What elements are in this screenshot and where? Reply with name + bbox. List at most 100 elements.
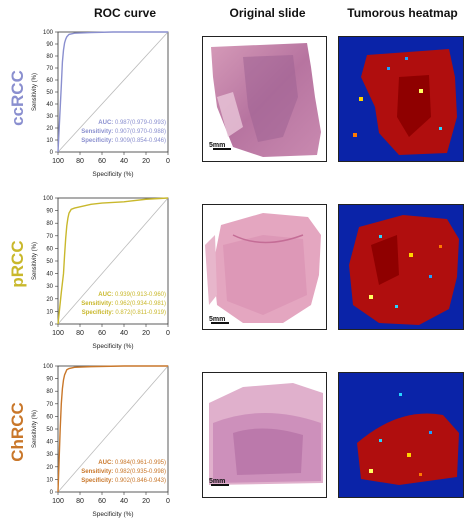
x-tick-label: 0	[166, 498, 170, 505]
y-tick-label: 100	[43, 196, 54, 202]
x-axis-label: Specificity (%)	[92, 343, 133, 350]
y-tick-label: 60	[46, 414, 53, 420]
metric-annotation: Sensitivity: 0.962(0.934-0.981)	[81, 301, 166, 307]
metric-value: 0.939(0.913-0.960)	[115, 292, 166, 298]
x-tick-label: 20	[142, 158, 150, 165]
tumor-region	[349, 215, 459, 325]
metric-label: AUC:	[98, 460, 115, 466]
metric-value: 0.962(0.934-0.981)	[115, 301, 166, 307]
y-tick-label: 30	[46, 114, 53, 120]
x-tick-label: 20	[142, 498, 150, 505]
metric-label: Sensitivity:	[81, 469, 115, 475]
y-tick-label: 80	[46, 221, 53, 227]
y-axis-label: Sensitivity (%)	[32, 242, 38, 280]
x-tick-label: 100	[52, 158, 64, 165]
x-tick-label: 100	[52, 330, 64, 337]
metric-value: 0.982(0.935-0.998)	[115, 469, 166, 475]
diagonal-reference	[57, 197, 169, 325]
row-label-ccrcc: ccRCC	[8, 70, 27, 126]
metric-value: 0.984(0.961-0.995)	[115, 460, 166, 466]
y-tick-label: 80	[46, 54, 53, 60]
heatmap-chrcc	[338, 372, 464, 498]
y-tick-label: 10	[46, 309, 53, 315]
y-tick-label: 30	[46, 452, 53, 458]
metric-annotation: Sensitivity: 0.982(0.935-0.998)	[81, 469, 166, 475]
roc-curve	[57, 365, 168, 493]
y-tick-label: 50	[46, 259, 53, 265]
y-tick-label: 100	[43, 30, 54, 36]
metric-label: Specificity:	[81, 478, 115, 484]
y-tick-label: 70	[46, 234, 53, 240]
x-tick-label: 80	[76, 498, 84, 505]
metric-annotation: Specificity: 0.909(0.854-0.946)	[81, 138, 166, 144]
metric-label: Specificity:	[81, 138, 115, 144]
y-tick-label: 80	[46, 389, 53, 395]
metric-value: 0.987(0.979-0.993)	[115, 120, 166, 126]
x-tick-label: 60	[98, 330, 106, 337]
heatmap-prcc	[338, 204, 464, 330]
heatmap-ccrcc	[338, 36, 464, 162]
y-tick-label: 40	[46, 272, 53, 278]
scale-bar-label: 5mm	[209, 478, 225, 485]
y-tick-label: 20	[46, 126, 53, 132]
metric-label: Specificity:	[82, 310, 116, 316]
scale-bar-label: 5mm	[209, 142, 225, 149]
metric-label: AUC:	[98, 292, 115, 298]
metric-annotation: AUC: 0.984(0.961-0.995)	[98, 460, 166, 466]
x-tick-label: 100	[52, 498, 64, 505]
y-tick-label: 90	[46, 377, 53, 383]
slide-chrcc: 5mm	[202, 372, 327, 498]
x-tick-label: 60	[98, 158, 106, 165]
y-tick-label: 60	[46, 78, 53, 84]
y-tick-label: 70	[46, 66, 53, 72]
y-tick-label: 90	[46, 42, 53, 48]
diagonal-reference	[57, 365, 169, 493]
y-tick-label: 20	[46, 297, 53, 303]
y-tick-label: 90	[46, 209, 53, 215]
y-tick-label: 0	[50, 490, 54, 496]
x-tick-label: 20	[142, 330, 150, 337]
y-tick-label: 70	[46, 402, 53, 408]
y-tick-label: 50	[46, 427, 53, 433]
slide-prcc: 5mm	[202, 204, 327, 330]
y-tick-label: 50	[46, 90, 53, 96]
y-tick-label: 60	[46, 246, 53, 252]
metric-value: 0.907(0.970-0.988)	[115, 129, 166, 135]
header-heatmap: Tumorous heatmap	[347, 6, 458, 20]
y-tick-label: 100	[43, 364, 54, 370]
x-tick-label: 80	[76, 158, 84, 165]
x-tick-label: 40	[120, 158, 128, 165]
header-roc: ROC curve	[93, 6, 157, 20]
metric-annotation: Sensitivity: 0.907(0.970-0.988)	[81, 129, 166, 135]
roc-curve	[57, 197, 169, 325]
y-tick-label: 30	[46, 284, 53, 290]
y-tick-label: 0	[50, 150, 54, 156]
metric-annotation: Specificity: 0.872(0.811-0.919)	[82, 310, 166, 316]
row-label-chrcc: ChRCC	[8, 402, 27, 462]
metric-label: Sensitivity:	[81, 129, 115, 135]
metric-value: 0.872(0.811-0.919)	[115, 310, 166, 316]
roc-curve	[57, 31, 168, 153]
x-tick-label: 0	[166, 330, 170, 337]
metric-annotation: AUC: 0.987(0.979-0.993)	[98, 120, 166, 126]
metric-value: 0.909(0.854-0.946)	[115, 138, 166, 144]
roc-chart-prcc: 0 10 20 30 40 50 60 70 80 90 100 100 80 60 40 20 0 Specif…	[32, 196, 170, 350]
x-axis-label: Specificity (%)	[92, 511, 133, 518]
metric-label: Sensitivity:	[81, 301, 115, 307]
y-axis-label: Sensitivity (%)	[32, 410, 38, 448]
y-tick-label: 10	[46, 138, 53, 144]
x-tick-label: 40	[120, 498, 128, 505]
scale-bar-label: 5mm	[209, 316, 225, 323]
header-slide: Original slide	[229, 6, 306, 20]
metric-annotation: AUC: 0.939(0.913-0.960)	[98, 292, 166, 298]
metric-label: AUC:	[98, 120, 115, 126]
tumor-region	[357, 413, 459, 485]
roc-chart-ccrcc: 0 10 20 30 40 50 60 70 80 90 100 100 80 60 40 20 0 Specif…	[32, 30, 170, 178]
y-tick-label: 40	[46, 102, 53, 108]
diagonal-reference	[57, 31, 169, 153]
row-label-prcc: pRCC	[8, 240, 27, 288]
y-axis-label: Sensitivity (%)	[32, 73, 38, 111]
slide-ccrcc: 5mm	[202, 36, 327, 162]
x-axis-label: Specificity (%)	[92, 171, 133, 178]
metric-value: 0.902(0.846-0.943)	[115, 478, 166, 484]
